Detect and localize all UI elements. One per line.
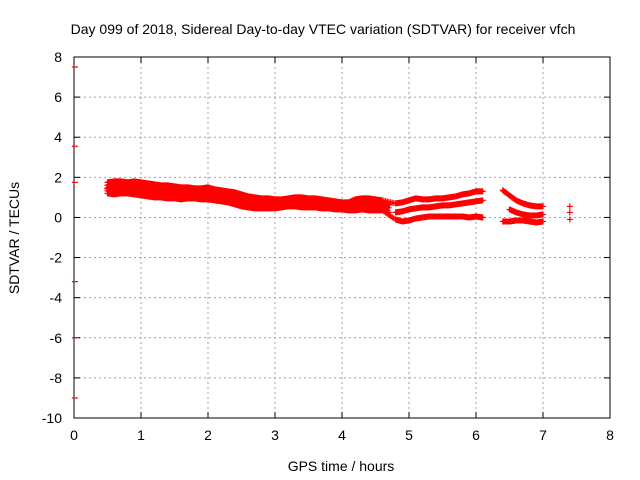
data-point (479, 188, 486, 195)
x-tick-label: 7 (539, 427, 547, 443)
x-tick-label: 1 (137, 427, 145, 443)
y-tick-label: 4 (54, 129, 62, 145)
chart-title: Day 099 of 2018, Sidereal Day-to-day VTE… (71, 21, 576, 37)
y-tick-label: 6 (54, 89, 62, 105)
y-tick-label: -10 (42, 410, 62, 426)
y-tick-label: -8 (50, 370, 63, 386)
data-point (479, 214, 486, 221)
data-point (540, 203, 546, 210)
y-tick-label: -4 (50, 290, 63, 306)
x-tick-labels: 0 1 2 3 4 5 6 7 8 (70, 427, 614, 443)
data-point (566, 209, 573, 216)
y-tick-label: 2 (54, 169, 62, 185)
data-point (479, 197, 486, 204)
data-points (72, 66, 573, 399)
data-point (540, 211, 546, 218)
y-tick-label: -2 (50, 250, 63, 266)
y-tick-label: 8 (54, 49, 62, 65)
data-point (540, 218, 546, 225)
y-tick-labels: -10 -8 -6 -4 -2 0 2 4 6 8 (42, 49, 62, 426)
plot-frame (73, 56, 611, 419)
x-tick-label: 2 (204, 427, 212, 443)
x-tick-label: 0 (70, 427, 78, 443)
x-axis-label: GPS time / hours (288, 458, 395, 474)
y-axis-label: SDTVAR / TECUs (6, 182, 22, 294)
x-tick-label: 8 (606, 427, 614, 443)
x-tick-label: 6 (472, 427, 480, 443)
y-tick-label: 0 (54, 209, 62, 225)
x-tick-label: 5 (405, 427, 413, 443)
x-tick-label: 3 (271, 427, 279, 443)
y-tick-label: -6 (50, 330, 63, 346)
data-point (385, 204, 392, 211)
data-point (566, 203, 573, 210)
grid-lines (74, 57, 610, 418)
x-tick-label: 4 (338, 427, 346, 443)
data-point (566, 216, 573, 223)
